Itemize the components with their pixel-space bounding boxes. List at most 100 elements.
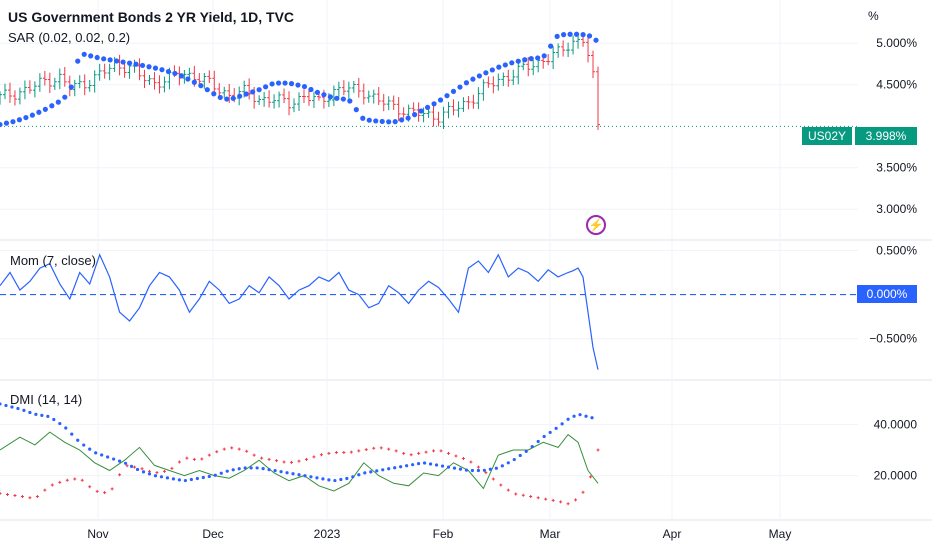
dmi-indicator-label[interactable]: DMI (14, 14) xyxy=(10,392,83,407)
sar-dot xyxy=(463,80,470,86)
adx-dot xyxy=(363,471,367,475)
adx-dot xyxy=(22,408,26,413)
dmi-minus-mark xyxy=(491,477,495,481)
flash-icon[interactable]: ⚡ xyxy=(586,215,606,235)
adx-dot xyxy=(524,449,528,453)
sar-dot xyxy=(256,87,262,93)
adx-dot xyxy=(458,467,463,471)
adx-dot xyxy=(46,414,50,418)
dmi-minus-mark xyxy=(133,465,137,469)
sar-dot xyxy=(120,59,126,65)
sar-dot xyxy=(347,98,353,104)
dmi-minus-mark xyxy=(290,460,294,464)
sar-dot xyxy=(476,73,482,79)
adx-dot xyxy=(219,471,223,475)
adx-dot xyxy=(279,470,283,474)
dmi-minus-mark xyxy=(424,450,428,454)
adx-dot xyxy=(500,464,504,468)
dmi-minus-mark xyxy=(506,488,510,492)
sar-dot xyxy=(366,117,372,123)
adx-dot xyxy=(572,414,576,418)
dmi-minus-mark xyxy=(312,455,316,459)
sar-dot xyxy=(295,82,301,88)
sar-dot xyxy=(68,84,74,90)
adx-dot xyxy=(52,417,56,422)
adx-dot xyxy=(28,410,32,415)
sar-dot xyxy=(36,109,42,115)
dmi-minus-mark xyxy=(65,478,69,482)
adx-dot xyxy=(315,476,319,480)
adx-dot xyxy=(34,412,38,416)
sar-dot xyxy=(152,65,159,71)
adx-dot xyxy=(446,465,451,469)
chart-title: US Government Bonds 2 YR Yield, 1D, TVC xyxy=(8,9,295,25)
adx-dot xyxy=(399,465,403,469)
sar-dot xyxy=(314,89,321,95)
sar-dot xyxy=(541,53,547,59)
adx-dot xyxy=(76,438,80,442)
sar-dot xyxy=(360,115,366,121)
adx-dot xyxy=(357,473,361,477)
y-tick-label: 4.500% xyxy=(876,78,917,92)
adx-dot xyxy=(518,453,522,458)
adx-dot xyxy=(560,422,564,426)
adx-dot xyxy=(106,455,110,459)
adx-dot xyxy=(100,453,104,457)
sar-dot xyxy=(489,67,495,73)
sar-dot xyxy=(165,68,172,75)
adx-dot xyxy=(123,461,128,465)
dmi-minus-mark xyxy=(454,454,458,458)
dmi-minus-mark xyxy=(20,495,24,499)
sar-dot xyxy=(178,73,184,79)
dmi-minus-mark xyxy=(387,447,391,451)
sar-dot xyxy=(81,51,87,57)
dmi-minus-mark xyxy=(252,453,256,457)
adx-dot xyxy=(225,469,229,473)
adx-dot xyxy=(434,463,439,467)
sar-dot xyxy=(204,87,210,93)
adx-dot xyxy=(207,474,211,479)
percent-unit-label: % xyxy=(868,9,879,23)
sar-dot xyxy=(3,120,10,126)
sar-dot xyxy=(386,119,392,125)
adx-dot xyxy=(476,468,480,473)
adx-dot xyxy=(452,466,457,470)
sar-dot xyxy=(308,86,314,93)
adx-dot xyxy=(345,476,349,481)
dmi-minus-mark xyxy=(469,460,473,464)
sar-dot xyxy=(405,115,411,121)
sar-dot xyxy=(282,80,288,86)
adx-dot xyxy=(375,469,379,473)
dmi-minus-mark xyxy=(529,495,533,499)
sar-dot xyxy=(159,67,165,73)
sar-dot xyxy=(198,83,204,89)
sar-dot xyxy=(263,84,269,90)
sar-dot xyxy=(483,70,489,76)
adx-dot xyxy=(165,476,170,480)
sar-dot xyxy=(327,94,333,100)
mom-indicator-label[interactable]: Mom (7, close) xyxy=(10,253,96,268)
adx-dot xyxy=(488,467,492,471)
dmi-minus-mark xyxy=(364,448,368,452)
sar-dot xyxy=(515,58,521,64)
dmi-minus-mark xyxy=(581,490,585,494)
sar-dot xyxy=(88,53,94,59)
sar-dot xyxy=(470,76,476,82)
sar-dot xyxy=(424,104,431,111)
last-price-tag: 3.998% xyxy=(855,127,917,145)
sar-dot xyxy=(230,95,236,101)
adx-dot xyxy=(327,478,331,482)
dmi-minus-mark xyxy=(58,480,62,484)
adx-dot xyxy=(417,462,421,466)
dmi-minus-mark xyxy=(95,489,99,493)
adx-dot xyxy=(470,468,475,473)
sar-dot xyxy=(502,62,508,68)
sar-dot xyxy=(16,117,23,123)
sar-indicator-label[interactable]: SAR (0.02, 0.02, 0.2) xyxy=(8,30,131,45)
dmi-minus-mark xyxy=(140,467,144,471)
dmi-minus-mark xyxy=(282,460,286,464)
adx-dot xyxy=(285,471,289,475)
sar-dot xyxy=(561,32,567,38)
mom-zero-tag: 0.000% xyxy=(857,285,917,303)
